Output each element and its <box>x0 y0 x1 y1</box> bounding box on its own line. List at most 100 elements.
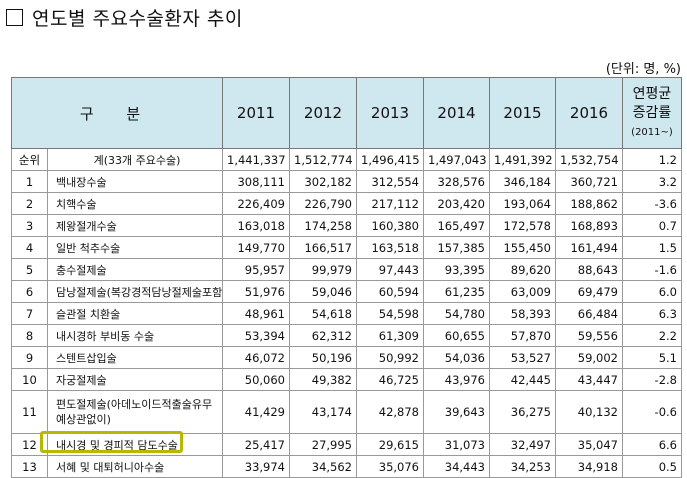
rank-cell: 4 <box>11 236 48 259</box>
header-year: 2016 <box>555 77 623 149</box>
unit-label: (단위: 명, %) <box>605 62 681 77</box>
rank-cell: 2 <box>11 192 48 215</box>
title-text: 연도별 주요수술환자 추이 <box>32 7 243 30</box>
value-cell: 59,002 <box>555 346 623 369</box>
value-cell: 63,009 <box>489 280 556 303</box>
header-year: 2014 <box>423 77 490 149</box>
value-cell: 53,394 <box>222 324 290 347</box>
header-gubun: 구 분 <box>11 77 223 149</box>
value-cell: 54,036 <box>423 346 490 369</box>
surgery-name-cell: 일반 척추수술 <box>47 236 223 259</box>
table-row: 6 담낭절제술(복강경적담낭절제술포함) 51,976 59,046 60,594 61,… <box>11 280 682 303</box>
value-cell: 60,655 <box>423 324 490 347</box>
surgery-name-cell: 계(33개 주요수술) <box>47 148 223 171</box>
table-row: 11 편도절제술(아데노이드적출술유무 예상관없이) 41,429 43,174 42,… <box>11 390 682 434</box>
table-row: 1 백내장수술 308,111 302,182 312,554 328,576 346,18… <box>11 170 682 193</box>
table-row: 2 치핵수술 226,409 226,790 217,112 203,420 193,064… <box>11 192 682 215</box>
surgery-name-cell: 치핵수술 <box>47 192 223 215</box>
value-cell: 66,484 <box>555 302 623 325</box>
value-cell: 57,870 <box>489 324 556 347</box>
rank-cell: 3 <box>11 214 48 237</box>
avg-growth-cell: 6.6 <box>622 433 682 456</box>
highlight-box <box>40 431 183 453</box>
value-cell: 58,393 <box>489 302 556 325</box>
rank-cell: 순위 <box>11 148 48 171</box>
value-cell: 188,862 <box>555 192 623 215</box>
value-cell: 46,072 <box>222 346 290 369</box>
surgery-name-cell: 내시경하 부비동 수술 <box>47 324 223 347</box>
avg-growth-cell: 5.1 <box>622 346 682 369</box>
avg-growth-cell: 3.2 <box>622 170 682 193</box>
value-cell: 49,382 <box>289 368 357 391</box>
value-cell: 1,512,774 <box>289 148 357 171</box>
value-cell: 54,780 <box>423 302 490 325</box>
document-title: 연도별 주요수술환자 추이 <box>6 4 243 30</box>
value-cell: 36,275 <box>489 390 556 434</box>
value-cell: 50,060 <box>222 368 290 391</box>
table-row: 10 자궁절제술 50,060 49,382 46,725 43,976 42,445 43,… <box>11 368 682 391</box>
header-year: 2015 <box>489 77 556 149</box>
value-cell: 174,258 <box>289 214 357 237</box>
value-cell: 40,132 <box>555 390 623 434</box>
value-cell: 99,979 <box>289 258 357 281</box>
value-cell: 308,111 <box>222 170 290 193</box>
avg-growth-cell: -3.6 <box>622 192 682 215</box>
value-cell: 43,976 <box>423 368 490 391</box>
value-cell: 302,182 <box>289 170 357 193</box>
surgery-name-cell: 제왕절개수술 <box>47 214 223 237</box>
value-cell: 1,532,754 <box>555 148 623 171</box>
value-cell: 157,385 <box>423 236 490 259</box>
value-cell: 61,309 <box>356 324 424 347</box>
table-header-row: 구 분 2011 2012 2013 2014 2015 2016 연평균 증감… <box>11 77 682 149</box>
value-cell: 360,721 <box>555 170 623 193</box>
rank-cell: 6 <box>11 280 48 303</box>
value-cell: 161,494 <box>555 236 623 259</box>
value-cell: 42,445 <box>489 368 556 391</box>
surgery-table: 구 분 2011 2012 2013 2014 2015 2016 연평균 증감… <box>11 77 682 478</box>
value-cell: 46,725 <box>356 368 424 391</box>
avg-line-1: 연평균 <box>632 85 672 102</box>
value-cell: 54,598 <box>356 302 424 325</box>
value-cell: 166,517 <box>289 236 357 259</box>
value-cell: 1,491,392 <box>489 148 556 171</box>
surgery-name-cell: 백내장수술 <box>47 170 223 193</box>
value-cell: 163,018 <box>222 214 290 237</box>
surgery-name-cell: 편도절제술(아데노이드적출술유무 예상관없이) <box>47 390 223 434</box>
value-cell: 168,893 <box>555 214 623 237</box>
value-cell: 1,497,043 <box>423 148 490 171</box>
table-row: 4 일반 척추수술 149,770 166,517 163,518 157,385 155,… <box>11 236 682 259</box>
value-cell: 88,643 <box>555 258 623 281</box>
value-cell: 95,957 <box>222 258 290 281</box>
surgery-name-cell: 담낭절제술(복강경적담낭절제술포함) <box>47 280 223 303</box>
rank-cell: 9 <box>11 346 48 369</box>
table-row: 3 제왕절개수술 163,018 174,258 160,380 165,497 172,5… <box>11 214 682 237</box>
value-cell: 29,615 <box>356 433 424 456</box>
rank-cell: 8 <box>11 324 48 347</box>
value-cell: 97,443 <box>356 258 424 281</box>
table-row: 9 스텐트삽입술 46,072 50,196 50,992 54,036 53,527 59,… <box>11 346 682 369</box>
value-cell: 59,556 <box>555 324 623 347</box>
value-cell: 32,497 <box>489 433 556 456</box>
header-year: 2013 <box>356 77 424 149</box>
value-cell: 172,578 <box>489 214 556 237</box>
value-cell: 25,417 <box>222 433 290 456</box>
value-cell: 203,420 <box>423 192 490 215</box>
total-row: 순위 계(33개 주요수술) 1,441,337 1,512,774 1,496,415… <box>11 148 682 171</box>
rank-cell: 10 <box>11 368 48 391</box>
avg-growth-cell: -1.6 <box>622 258 682 281</box>
table-row: 12 내시경 및 경피적 담도수술 25,417 27,995 29,615 31,073… <box>11 433 682 456</box>
avg-line-3: (2011~) <box>631 126 673 138</box>
value-cell: 217,112 <box>356 192 424 215</box>
value-cell: 312,554 <box>356 170 424 193</box>
checkbox-square-icon <box>6 8 23 26</box>
value-cell: 93,395 <box>423 258 490 281</box>
value-cell: 48,961 <box>222 302 290 325</box>
value-cell: 89,620 <box>489 258 556 281</box>
value-cell: 226,409 <box>222 192 290 215</box>
value-cell: 54,618 <box>289 302 357 325</box>
avg-growth-cell: 6.3 <box>622 302 682 325</box>
rank-cell: 7 <box>11 302 48 325</box>
table-row: 7 슬관절 치환술 48,961 54,618 54,598 54,780 58,393 66… <box>11 302 682 325</box>
value-cell: 39,643 <box>423 390 490 434</box>
value-cell: 165,497 <box>423 214 490 237</box>
